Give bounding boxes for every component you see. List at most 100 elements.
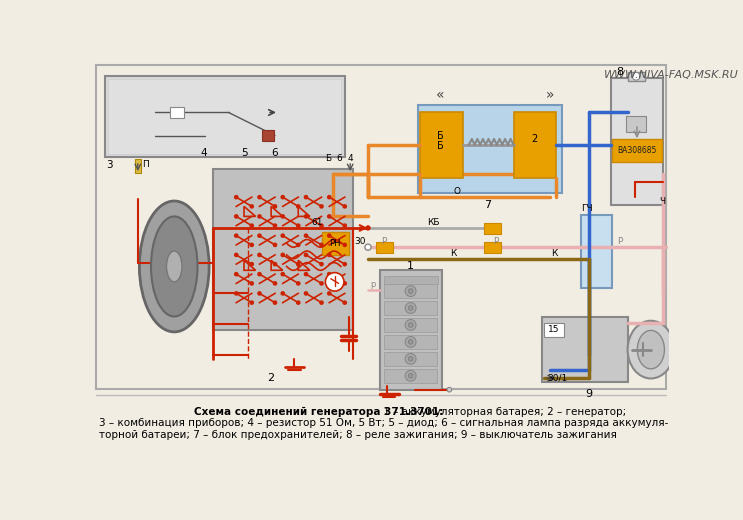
Bar: [384, 318, 437, 332]
Circle shape: [250, 223, 254, 228]
Text: 3 – комбинация приборов; 4 – резистор 51 Ом, 5 Вт; 5 – диод; 6 – сигнальная ламп: 3 – комбинация приборов; 4 – резистор 51…: [99, 418, 669, 428]
Circle shape: [296, 281, 301, 285]
Text: К: К: [450, 249, 456, 258]
Bar: [384, 352, 437, 366]
Circle shape: [447, 387, 452, 392]
Text: 30: 30: [354, 237, 366, 245]
Circle shape: [257, 272, 262, 277]
Bar: [262, 130, 274, 141]
Bar: [626, 116, 646, 132]
Text: торной батареи; 7 – блок предохранителей; 8 – реле зажигания; 9 – выключатель за: торной батареи; 7 – блок предохранителей…: [99, 430, 617, 440]
Text: 5: 5: [241, 148, 247, 158]
Text: 15: 15: [548, 325, 559, 334]
Circle shape: [327, 195, 331, 200]
Text: «: «: [436, 88, 444, 102]
Circle shape: [409, 357, 413, 361]
Circle shape: [257, 253, 262, 257]
Circle shape: [296, 223, 301, 228]
Circle shape: [304, 214, 308, 219]
Circle shape: [273, 301, 277, 305]
Text: К: К: [551, 249, 557, 258]
Circle shape: [280, 233, 285, 238]
Bar: [96, 66, 666, 389]
Ellipse shape: [151, 216, 198, 317]
Circle shape: [409, 322, 413, 327]
Text: Р: Р: [493, 237, 499, 246]
Bar: [544, 322, 564, 336]
Circle shape: [257, 195, 262, 200]
Text: 1 – аккумуляторная батарея; 2 – генератор;: 1 – аккумуляторная батарея; 2 – генерато…: [380, 407, 626, 417]
Circle shape: [409, 373, 413, 378]
Text: 9: 9: [585, 388, 592, 398]
Circle shape: [257, 233, 262, 238]
Bar: [170, 107, 184, 118]
Ellipse shape: [166, 251, 182, 282]
Circle shape: [405, 354, 416, 364]
Circle shape: [366, 225, 371, 231]
Bar: [628, 72, 645, 81]
Circle shape: [250, 281, 254, 285]
Text: ВАЗ08685: ВАЗ08685: [617, 147, 657, 155]
Circle shape: [405, 336, 416, 347]
Text: 2: 2: [531, 134, 538, 145]
Text: 6: 6: [337, 154, 343, 163]
Circle shape: [327, 272, 331, 277]
Circle shape: [327, 253, 331, 257]
Circle shape: [257, 291, 262, 296]
Circle shape: [343, 301, 347, 305]
Circle shape: [280, 272, 285, 277]
Circle shape: [325, 272, 344, 291]
Bar: [384, 369, 437, 383]
Circle shape: [304, 195, 308, 200]
Text: 4: 4: [201, 148, 207, 158]
Circle shape: [250, 204, 254, 209]
Circle shape: [327, 233, 331, 238]
Bar: [105, 76, 345, 157]
Circle shape: [280, 291, 285, 296]
Text: Ч: Ч: [660, 197, 666, 205]
Bar: [384, 335, 437, 349]
Circle shape: [273, 204, 277, 209]
Text: 4: 4: [348, 154, 353, 163]
Bar: [513, 112, 557, 178]
Text: 61: 61: [312, 218, 323, 227]
Circle shape: [319, 301, 324, 305]
Circle shape: [280, 253, 285, 257]
Bar: [420, 112, 463, 178]
Circle shape: [273, 223, 277, 228]
Bar: [322, 232, 348, 255]
Text: 30/1: 30/1: [548, 373, 568, 383]
Text: р: р: [371, 280, 376, 289]
Circle shape: [234, 272, 239, 277]
Circle shape: [257, 214, 262, 219]
Circle shape: [296, 262, 301, 266]
Circle shape: [296, 204, 301, 209]
Circle shape: [250, 242, 254, 247]
Bar: [581, 215, 612, 288]
Text: О: О: [454, 187, 461, 196]
Bar: [484, 223, 502, 234]
Circle shape: [409, 306, 413, 310]
Bar: [134, 159, 141, 173]
Circle shape: [319, 242, 324, 247]
Ellipse shape: [140, 201, 209, 332]
Circle shape: [319, 223, 324, 228]
Circle shape: [319, 281, 324, 285]
Ellipse shape: [637, 330, 664, 369]
Text: Р: Р: [381, 237, 386, 246]
Text: »: »: [546, 88, 554, 102]
Circle shape: [304, 291, 308, 296]
Circle shape: [632, 72, 640, 80]
Circle shape: [405, 285, 416, 296]
Text: Схема соединений генератора 371.3701:: Схема соединений генератора 371.3701:: [194, 407, 443, 417]
Bar: [384, 301, 437, 315]
Circle shape: [327, 214, 331, 219]
Circle shape: [304, 233, 308, 238]
Text: 7: 7: [484, 200, 492, 210]
Circle shape: [343, 281, 347, 285]
Bar: [612, 139, 662, 162]
Circle shape: [365, 244, 371, 250]
Text: Р: Р: [617, 237, 623, 246]
Circle shape: [405, 303, 416, 314]
Circle shape: [409, 340, 413, 344]
